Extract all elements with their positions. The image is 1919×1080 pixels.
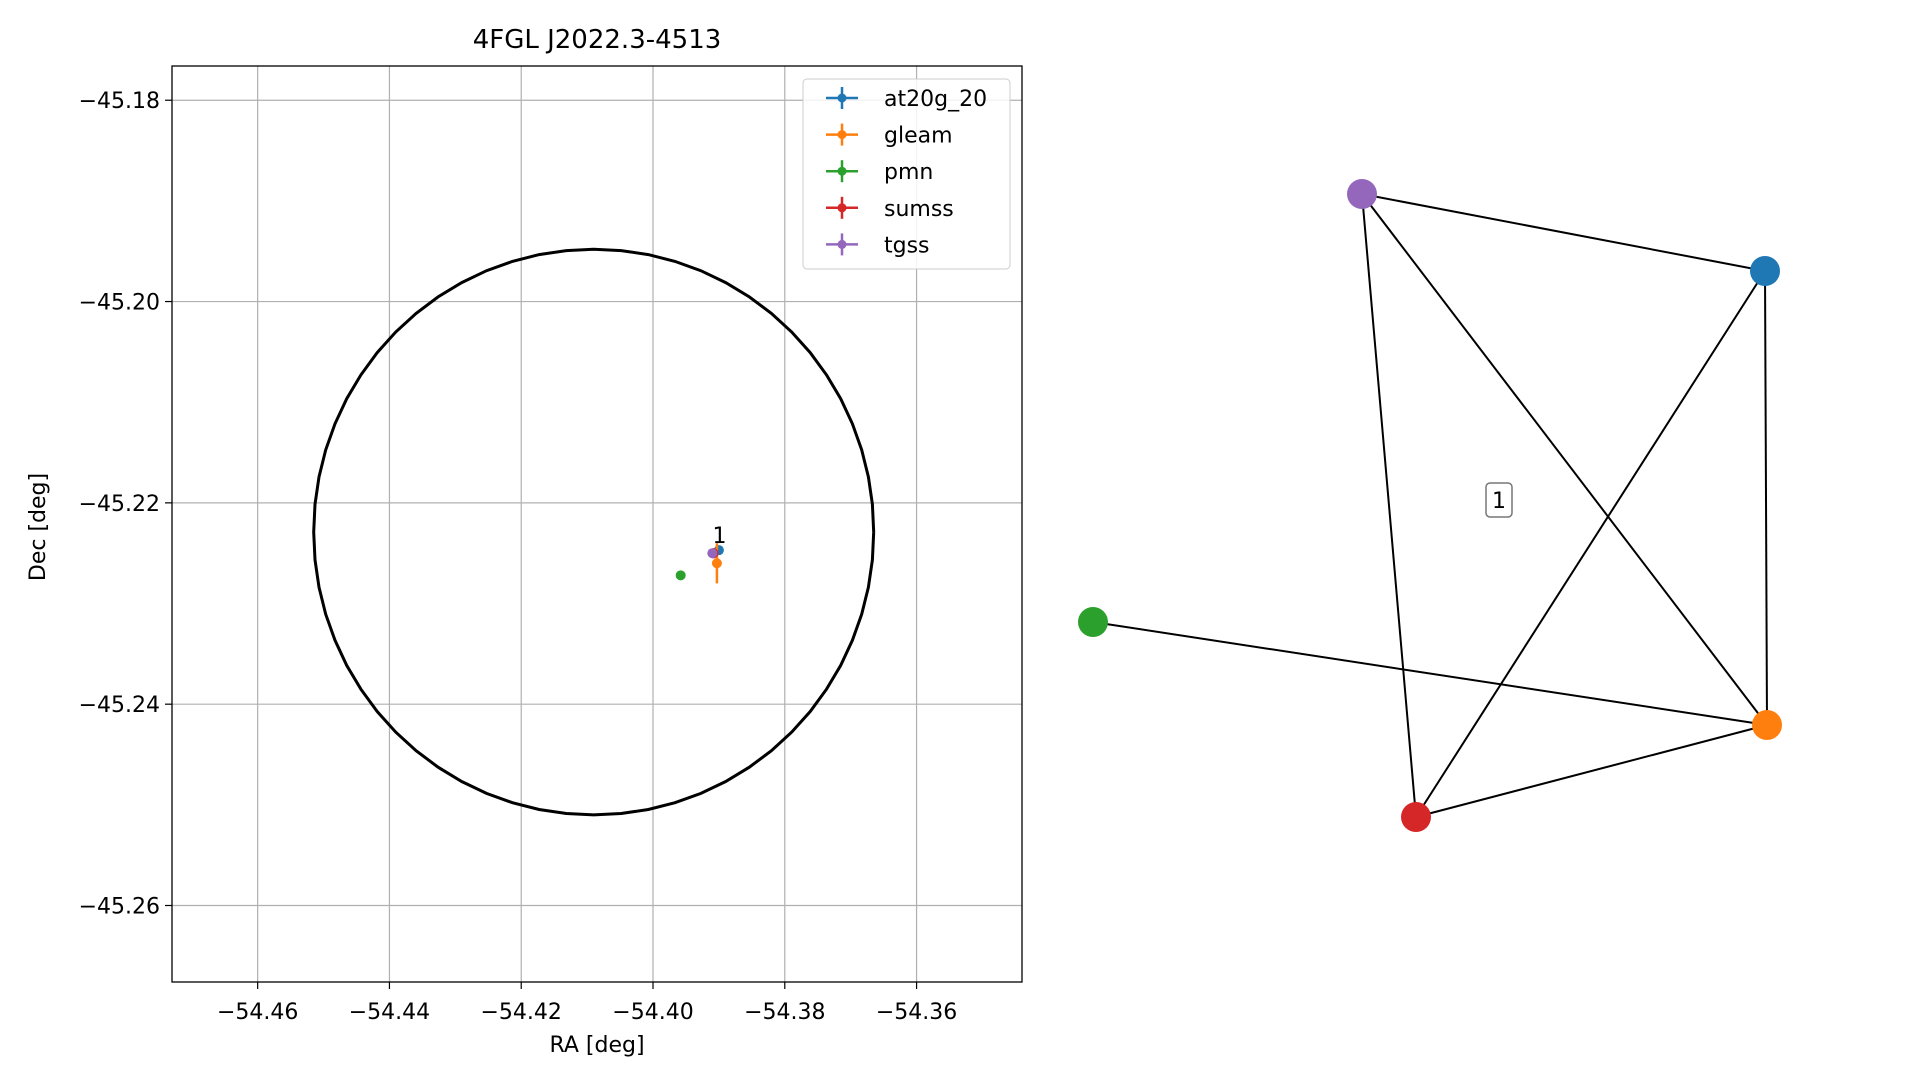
legend-marker: [837, 166, 847, 176]
x-tick-label: −54.40: [612, 1000, 693, 1025]
legend-marker: [837, 203, 847, 213]
node-sumss: [1401, 802, 1431, 832]
x-tick-label: −54.38: [744, 1000, 825, 1025]
x-tick-label: −54.46: [217, 1000, 298, 1025]
x-axis-label: RA [deg]: [549, 1033, 644, 1058]
edge-tgss-sumss: [1361, 193, 1417, 818]
marker: [675, 570, 686, 581]
marker: [707, 548, 718, 559]
plot-frame: [171, 65, 1023, 983]
node-gleam: [1752, 710, 1782, 740]
edge-pmn-gleam: [1092, 621, 1768, 726]
error-ellipse-layer: [312, 247, 876, 817]
node-tgss: [1347, 179, 1377, 209]
x-tick-label: −54.36: [876, 1000, 957, 1025]
point-pmn: [675, 570, 686, 581]
y-tick-label: −45.20: [79, 291, 160, 316]
legend-entry-at20g_20: at20g_20: [826, 87, 987, 112]
node-pmn: [1078, 607, 1108, 637]
legend-label: tgss: [884, 233, 930, 258]
cluster-label-text: 1: [1492, 489, 1506, 514]
legend-box: [802, 78, 1011, 270]
annotation-text: 1: [713, 524, 727, 549]
point-tgss: [707, 548, 718, 559]
cluster-label-box: [1485, 482, 1513, 518]
chart-title: 4FGL J2022.3-4513: [473, 25, 722, 55]
marker: [711, 558, 722, 569]
legend-entry-tgss: tgss: [826, 233, 930, 258]
edge-tgss-gleam: [1361, 193, 1768, 726]
scatter-panel: 4FGL J2022.3-4513 1 −54.46 −54.44 −54.42 −5…: [26, 25, 1023, 1058]
legend-marker: [837, 239, 847, 249]
edge-tgss-at20g_20: [1361, 193, 1766, 272]
edge-at20g_20-gleam: [1764, 270, 1768, 726]
legend-entry-pmn: pmn: [826, 160, 933, 185]
error-ellipse: [312, 247, 876, 817]
legend-label: at20g_20: [884, 87, 987, 112]
annotation-layer: 1: [713, 524, 727, 549]
network-panel: 1: [1078, 179, 1782, 832]
cluster-label: 1: [1485, 482, 1513, 518]
edge-sumss-gleam: [1415, 724, 1768, 818]
edge-at20g_20-sumss: [1415, 270, 1766, 818]
legend-label: gleam: [884, 124, 953, 149]
node-at20g_20: [1750, 256, 1780, 286]
legend-marker: [837, 93, 847, 103]
y-tick-label: −45.24: [79, 693, 160, 718]
y-tick-label: −45.18: [79, 89, 160, 114]
y-axis-ticks: −45.18 −45.20 −45.22 −45.24 −45.26: [79, 89, 172, 919]
legend-entry-gleam: gleam: [826, 123, 953, 149]
y-tick-label: −45.26: [79, 894, 160, 919]
y-tick-label: −45.22: [79, 492, 160, 517]
data-points-layer: [675, 543, 724, 584]
y-axis-label: Dec [deg]: [26, 473, 51, 581]
legend-label: pmn: [884, 160, 933, 185]
x-axis-ticks: −54.46 −54.44 −54.42 −54.40 −54.38 −54.36: [217, 982, 957, 1025]
x-tick-label: −54.42: [481, 1000, 562, 1025]
x-tick-label: −54.44: [349, 1000, 430, 1025]
legend-entry-sumss: sumss: [826, 196, 954, 222]
node-layer: [1078, 179, 1782, 832]
edge-layer: [1092, 193, 1768, 818]
legend-label: sumss: [884, 197, 954, 222]
legend-marker: [837, 130, 847, 140]
